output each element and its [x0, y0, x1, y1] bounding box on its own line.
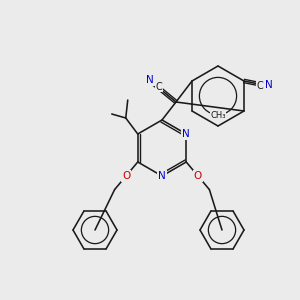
Text: N: N [265, 80, 273, 90]
Text: N: N [146, 75, 154, 85]
Text: C: C [156, 82, 162, 92]
Text: N: N [158, 171, 166, 181]
Text: N: N [182, 129, 190, 139]
Text: O: O [194, 171, 202, 181]
Text: C: C [256, 81, 263, 91]
Text: CH₃: CH₃ [210, 111, 226, 120]
Text: O: O [122, 171, 130, 181]
